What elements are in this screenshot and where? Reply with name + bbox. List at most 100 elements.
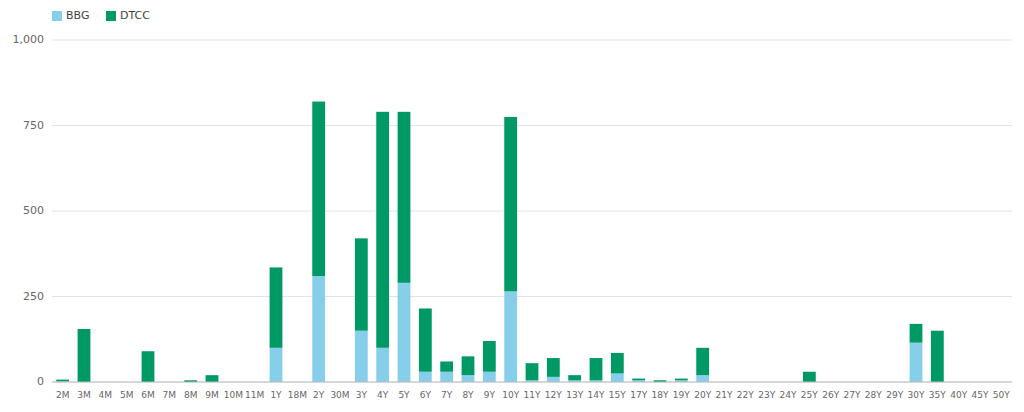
x-tick-label: 30Y <box>908 390 925 400</box>
bar-segment <box>803 372 816 382</box>
y-tick-label: 1,000 <box>13 33 45 46</box>
bars <box>56 102 943 382</box>
bar-segment <box>504 117 517 291</box>
grid-line <box>52 40 1012 41</box>
x-tick-label: 9M <box>205 390 219 400</box>
x-tick-label: 30M <box>330 390 349 400</box>
series-dtcc <box>56 102 943 382</box>
bar-segment <box>355 331 368 382</box>
bar-segment <box>675 379 688 381</box>
bar-segment <box>547 377 560 382</box>
x-tick-label: 27Y <box>844 390 861 400</box>
x-tick-label: 12Y <box>545 390 562 400</box>
bar-segment <box>312 102 325 276</box>
bar-segment <box>504 291 517 382</box>
bar-segment <box>696 348 709 375</box>
x-tick-label: 7Y <box>441 390 453 400</box>
bar-segment <box>78 329 91 382</box>
bar-segment <box>526 363 539 380</box>
bar-segment <box>483 341 496 372</box>
x-tick-label: 25Y <box>801 390 818 400</box>
x-tick-label: 28Y <box>865 390 882 400</box>
grid-line <box>52 211 1012 212</box>
x-tick-label: 14Y <box>588 390 605 400</box>
bar-segment <box>312 276 325 382</box>
chart-container: 0 250 500 750 1,000 2M 3M 4M 5M 6M 7M 8M 9M 10M11M 1Y 1… <box>0 0 1024 412</box>
bar-segment <box>398 283 411 382</box>
bar-segment <box>376 112 389 348</box>
grid-line <box>52 125 1012 126</box>
y-tick-label: 500 <box>23 204 44 217</box>
bar-segment <box>483 372 496 382</box>
page: {"chart_data": { "type": "bar", "stacked… <box>0 0 1024 412</box>
bar-segment <box>398 112 411 283</box>
x-tick-label: 50Y <box>993 390 1010 400</box>
bar-segment <box>632 379 645 381</box>
bar-segment <box>376 348 389 382</box>
y-tick-label: 0 <box>37 375 44 388</box>
bar-segment <box>419 308 432 371</box>
x-tick-label: 3M <box>77 390 91 400</box>
bar-segment <box>547 358 560 377</box>
series-bbg <box>56 276 922 382</box>
grid-line <box>52 382 1012 383</box>
x-tick-label: 19Y <box>673 390 690 400</box>
x-tick-label: 5Y <box>398 390 410 400</box>
chart-svg: 0 250 500 750 1,000 2M 3M 4M 5M 6M 7M 8M 9M 10M11M 1Y 1… <box>0 0 1024 412</box>
x-tick-label: 21Y <box>716 390 733 400</box>
bar-segment <box>931 331 944 382</box>
x-tick-label: 4M <box>99 390 113 400</box>
bar-segment <box>910 324 923 343</box>
x-tick-label: 6Y <box>420 390 432 400</box>
x-tick-label: 10Y <box>502 390 519 400</box>
y-tick-labels: 0 250 500 750 1,000 <box>13 33 45 388</box>
x-tick-label: 7M <box>163 390 177 400</box>
x-tick-label: 11M <box>245 390 264 400</box>
x-tick-label: 3Y <box>356 390 368 400</box>
legend-swatch <box>52 11 62 21</box>
x-tick-label: 40Y <box>950 390 967 400</box>
x-tick-label: 20Y <box>694 390 711 400</box>
x-tick-label: 35Y <box>929 390 946 400</box>
bar-segment <box>440 361 453 371</box>
x-tick-label: 22Y <box>737 390 754 400</box>
bar-segment <box>611 373 624 382</box>
bar-segment <box>462 356 475 375</box>
bar-segment <box>270 267 283 347</box>
x-tick-label: 18M <box>288 390 307 400</box>
x-tick-label: 4Y <box>377 390 389 400</box>
bar-segment <box>206 375 219 382</box>
x-tick-label: 29Y <box>886 390 903 400</box>
x-axis-line <box>52 382 1012 383</box>
x-tick-label: 8Y <box>462 390 474 400</box>
x-tick-label: 15Y <box>609 390 626 400</box>
bar-segment <box>568 375 581 380</box>
x-tick-label: 45Y <box>972 390 989 400</box>
x-tick-label: 6M <box>141 390 155 400</box>
x-tick-label: 1Y <box>270 390 282 400</box>
x-tick-label: 5M <box>120 390 134 400</box>
bar-segment <box>910 343 923 382</box>
x-tick-labels: 2M 3M 4M 5M 6M 7M 8M 9M 10M11M 1Y 18M 2Y 30M 3Y 4Y 5Y 6Y… <box>56 390 1010 400</box>
y-tick-label: 750 <box>23 119 44 132</box>
y-tick-label: 250 <box>23 290 44 303</box>
x-tick-label: 2M <box>56 390 70 400</box>
y-grid <box>52 40 1012 382</box>
bar-segment <box>355 238 368 330</box>
x-tick-label: 9Y <box>484 390 496 400</box>
x-tick-label: 10M <box>224 390 243 400</box>
legend-swatch <box>106 11 116 21</box>
x-tick-label: 26Y <box>822 390 839 400</box>
x-tick-label: 11Y <box>524 390 541 400</box>
bar-segment <box>270 348 283 382</box>
x-tick-label: 24Y <box>780 390 797 400</box>
x-tick-label: 8M <box>184 390 198 400</box>
x-tick-label: 2Y <box>313 390 325 400</box>
x-tick-label: 17Y <box>630 390 647 400</box>
bar-segment <box>56 380 69 382</box>
bar-segment <box>696 375 709 382</box>
bar-segment <box>440 372 453 382</box>
bar-segment <box>462 375 475 382</box>
bar-segment <box>590 358 603 380</box>
legend: BBGDTCC <box>52 9 150 22</box>
